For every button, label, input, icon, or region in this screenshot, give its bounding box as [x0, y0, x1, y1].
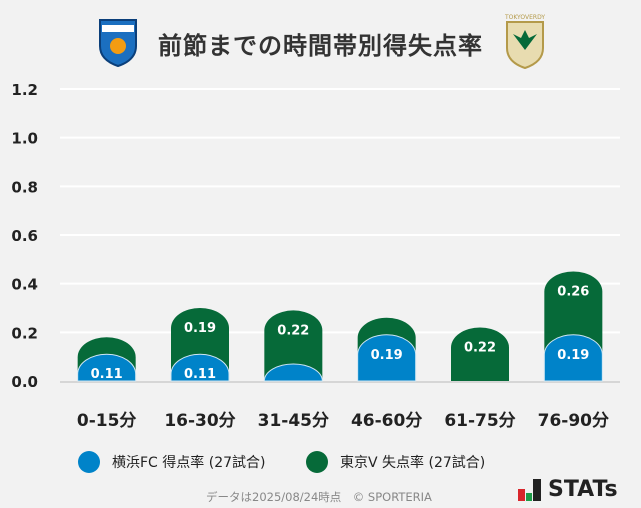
data-label-away: 0.22: [464, 340, 496, 355]
bar-away-2: [264, 310, 323, 381]
legend-label: 東京V 失点率 (27試合): [340, 455, 486, 471]
data-label-away: 0.19: [184, 321, 216, 336]
away-team-logo: TOKYOVERDY: [504, 14, 545, 70]
y-tick-label: 0.2: [11, 324, 38, 342]
stats-brand: STATs: [518, 477, 618, 502]
data-label-away: 0.26: [557, 285, 589, 300]
bar-home-2: [263, 363, 323, 382]
y-tick-label: 1.2: [11, 81, 38, 99]
svg-text:TOKYOVERDY: TOKYOVERDY: [504, 14, 545, 21]
x-tick-label: 16-30分: [164, 411, 235, 431]
bar-home-0: [77, 353, 137, 382]
bar-home-1: [170, 353, 230, 382]
x-tick-label: 61-75分: [444, 411, 515, 431]
footer-note: データは2025/08/24時点 © SPORTERIA: [206, 490, 432, 504]
chart-title: 前節までの時間帯別得失点率: [158, 32, 483, 60]
stats-logo-icon: [518, 478, 541, 501]
x-tick-label: 46-60分: [351, 411, 422, 431]
x-tick-label: 0-15分: [77, 411, 137, 431]
y-tick-label: 0.0: [11, 373, 38, 391]
bar-home-3: [357, 334, 417, 382]
data-label-home: 0.19: [371, 348, 403, 363]
data-label-away: 0.22: [277, 323, 309, 338]
y-tick-label: 1.0: [11, 130, 38, 148]
bar-chart: 0.0 0.2 0.4 0.6 0.8 1.0 1.2 0.11 0-15分 0.19 0.11 16…: [11, 81, 620, 431]
legend-swatch-blue: [78, 451, 100, 473]
bar-home-5: [543, 334, 603, 382]
y-tick-label: 0.6: [11, 227, 38, 245]
legend-item-home: 横浜FC 得点率 (27試合): [78, 451, 265, 473]
legend-item-away: 東京V 失点率 (27試合): [306, 451, 485, 473]
data-label-home: 0.11: [184, 367, 216, 382]
y-tick-label: 0.8: [11, 178, 38, 196]
x-tick-label: 76-90分: [538, 411, 609, 431]
x-tick-label: 31-45分: [258, 411, 329, 431]
legend-swatch-green: [306, 451, 328, 473]
legend-label: 横浜FC 得点率 (27試合): [112, 455, 266, 471]
stats-brand-text: STATs: [548, 477, 618, 502]
y-tick-label: 0.4: [11, 276, 38, 294]
home-team-logo: [99, 19, 137, 68]
bar-away-4: [451, 327, 509, 381]
data-label-home: 0.11: [91, 367, 123, 382]
data-label-home: 0.19: [557, 348, 589, 363]
